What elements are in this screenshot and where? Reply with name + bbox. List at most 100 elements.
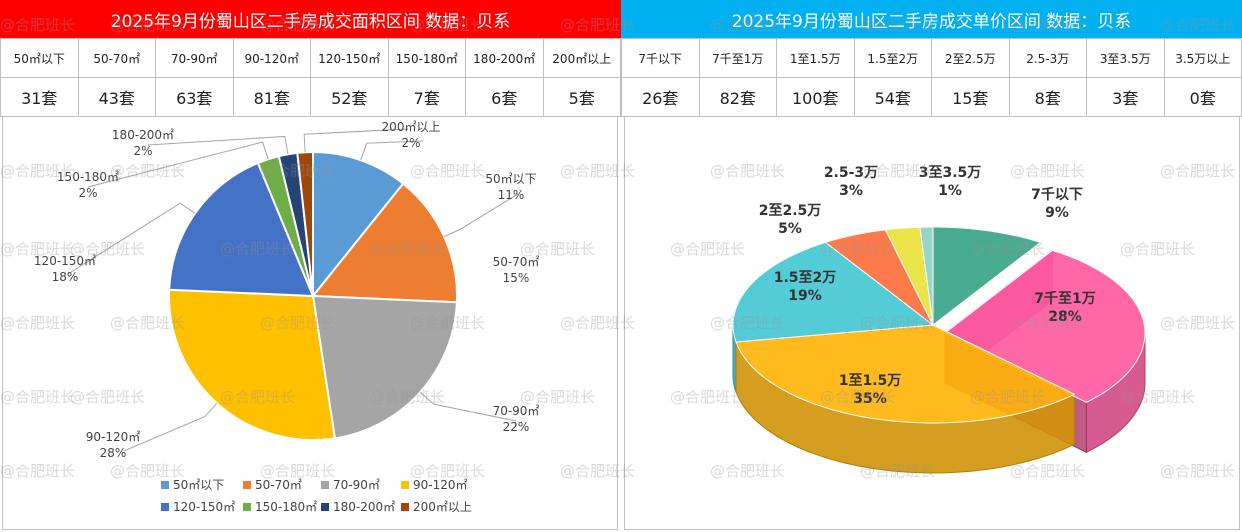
area-slice-percent: 15% [503,271,530,285]
price-slice-percent: 1% [938,183,962,199]
price-header-cell: 7千至1万 [698,38,777,78]
price-slice-percent: 19% [788,288,822,304]
right-title: 2025年9月份蜀山区二手房成交单价区间 数据：贝系 [621,0,1242,38]
price-header-cell: 2至2.5万 [931,38,1010,78]
area-slice-label: 150-180㎡ [57,170,119,184]
area-legend-swatch [401,503,409,511]
area-pie-chart: 50㎡以下 11% 50-70㎡ 15% 70-90㎡ 22% 90-120㎡ 28% 120-… [34,120,540,514]
area-legend-label: 50-70㎡ [255,478,302,492]
area-header-cell: 50㎡以下 [0,38,79,78]
price-header-cell: 1.5至2万 [853,38,932,78]
price-header-cell: 3.5万以上 [1163,38,1242,78]
left-title: 2025年9月份蜀山区二手房成交面积区间 数据：贝系 [0,0,621,38]
price-slice-percent: 35% [853,391,887,407]
area-slice-label: 200㎡以上 [382,120,441,134]
area-pie-slice [168,288,337,441]
price-value-cell: 15套 [931,77,1010,117]
price-header-cell: 7千以下 [621,38,700,78]
price-slice-percent: 28% [1048,309,1082,325]
area-value-cell: 6套 [465,77,544,117]
price-pie-chart: 7千以下 9% 7千至1万 28% 1至1.5万 35% 1.5至2万 19% 2至2.5万 5%… [732,165,1146,474]
area-value-cell: 52套 [310,77,389,117]
area-value-cell: 43套 [77,77,156,117]
area-legend-label: 90-120㎡ [413,478,468,492]
price-pie-slice [735,324,1076,424]
area-legend-label: 150-180㎡ [255,500,317,514]
area-leader-line [67,202,196,275]
area-slice-percent: 2% [401,136,420,150]
price-slice-percent: 3% [839,183,863,199]
price-pie-slice [944,249,1146,403]
price-value-cell: 54套 [853,77,932,117]
price-value-cell: 8套 [1008,77,1087,117]
price-value-cell: 100套 [776,77,855,117]
price-value-cell: 82套 [698,77,777,117]
price-value-cell: 0套 [1163,77,1242,117]
area-pie-slice [296,150,314,297]
area-pie-panel: 50㎡以下 11% 50-70㎡ 15% 70-90㎡ 22% 90-120㎡ 28% 120-… [2,116,618,530]
price-slice-label: 2至2.5万 [759,203,822,219]
area-leader-line [443,193,519,238]
price-pie-slice [919,226,934,326]
area-slice-label: 180-200㎡ [112,128,174,142]
area-pie-slice [168,161,315,298]
area-value-cell: 31套 [0,77,79,117]
area-slice-percent: 18% [52,270,79,284]
area-legend-swatch [243,481,251,489]
area-slice-percent: 2% [133,144,152,158]
price-slice-percent: 5% [778,221,802,237]
area-pie-slice [311,294,458,440]
area-header-cell: 70-90㎡ [155,38,234,78]
area-legend-label: 70-90㎡ [333,478,380,492]
area-slice-percent: 28% [100,446,127,460]
area-header-cell: 50-70㎡ [77,38,156,78]
area-leader-line [419,391,517,422]
price-slice-percent: 9% [1045,205,1069,221]
price-pie-slice [732,241,935,343]
area-legend-swatch [161,481,169,489]
area-slice-percent: 2% [78,186,97,200]
area-leader-line [303,128,409,153]
price-header-cell: 2.5-3万 [1008,38,1087,78]
area-slice-percent: 11% [498,188,525,202]
area-legend-label: 180-200㎡ [333,500,395,514]
area-legend-label: 200㎡以上 [413,500,472,514]
price-pie-slice [884,226,934,326]
price-value-cell: 3套 [1086,77,1165,117]
area-slice-percent: 22% [503,420,530,434]
area-slice-label: 50㎡以下 [485,172,536,186]
area-value-cell: 7套 [387,77,466,117]
area-slice-label: 90-120㎡ [86,430,141,444]
area-legend-swatch [161,503,169,511]
area-header-cell: 180-200㎡ [465,38,544,78]
area-header-cell: 120-150㎡ [310,38,389,78]
area-legend-label: 50㎡以下 [173,478,224,492]
price-pie-slice [932,226,1042,327]
area-leader-line [87,141,269,188]
price-slice-label: 3至3.5万 [919,165,982,181]
area-legend-swatch [321,503,329,511]
price-slice-label: 2.5-3万 [824,165,878,181]
area-legend-swatch [243,503,251,511]
area-legend-label: 120-150㎡ [173,500,235,514]
area-header-cell: 200㎡以上 [542,38,621,78]
price-value-cell: 26套 [621,77,700,117]
price-pie-panel: 7千以下 9% 7千至1万 28% 1至1.5万 35% 1.5至2万 19% 2至2.5万 5%… [624,116,1240,530]
area-value-cell: 63套 [155,77,234,117]
area-legend-swatch [401,481,409,489]
area-leader-line [123,402,218,452]
price-slice-label: 1.5至2万 [774,270,837,286]
price-slice-label: 1至1.5万 [839,373,902,389]
area-header-cell: 150-180㎡ [387,38,466,78]
price-header-cell: 1至1.5万 [776,38,855,78]
price-slice-label: 7千以下 [1031,186,1083,203]
area-table: 50㎡以下 50-70㎡ 70-90㎡ 90-120㎡ 120-150㎡ 150-180㎡… [0,38,621,117]
area-value-cell: 5套 [542,77,621,117]
area-slice-label: 120-150㎡ [34,254,96,268]
area-leader-line [147,135,289,155]
area-value-cell: 81套 [232,77,311,117]
area-slice-label: 50-70㎡ [493,255,540,269]
price-header-cell: 3至3.5万 [1086,38,1165,78]
price-slice-label: 7千至1万 [1034,290,1095,307]
area-slice-label: 70-90㎡ [493,404,540,418]
